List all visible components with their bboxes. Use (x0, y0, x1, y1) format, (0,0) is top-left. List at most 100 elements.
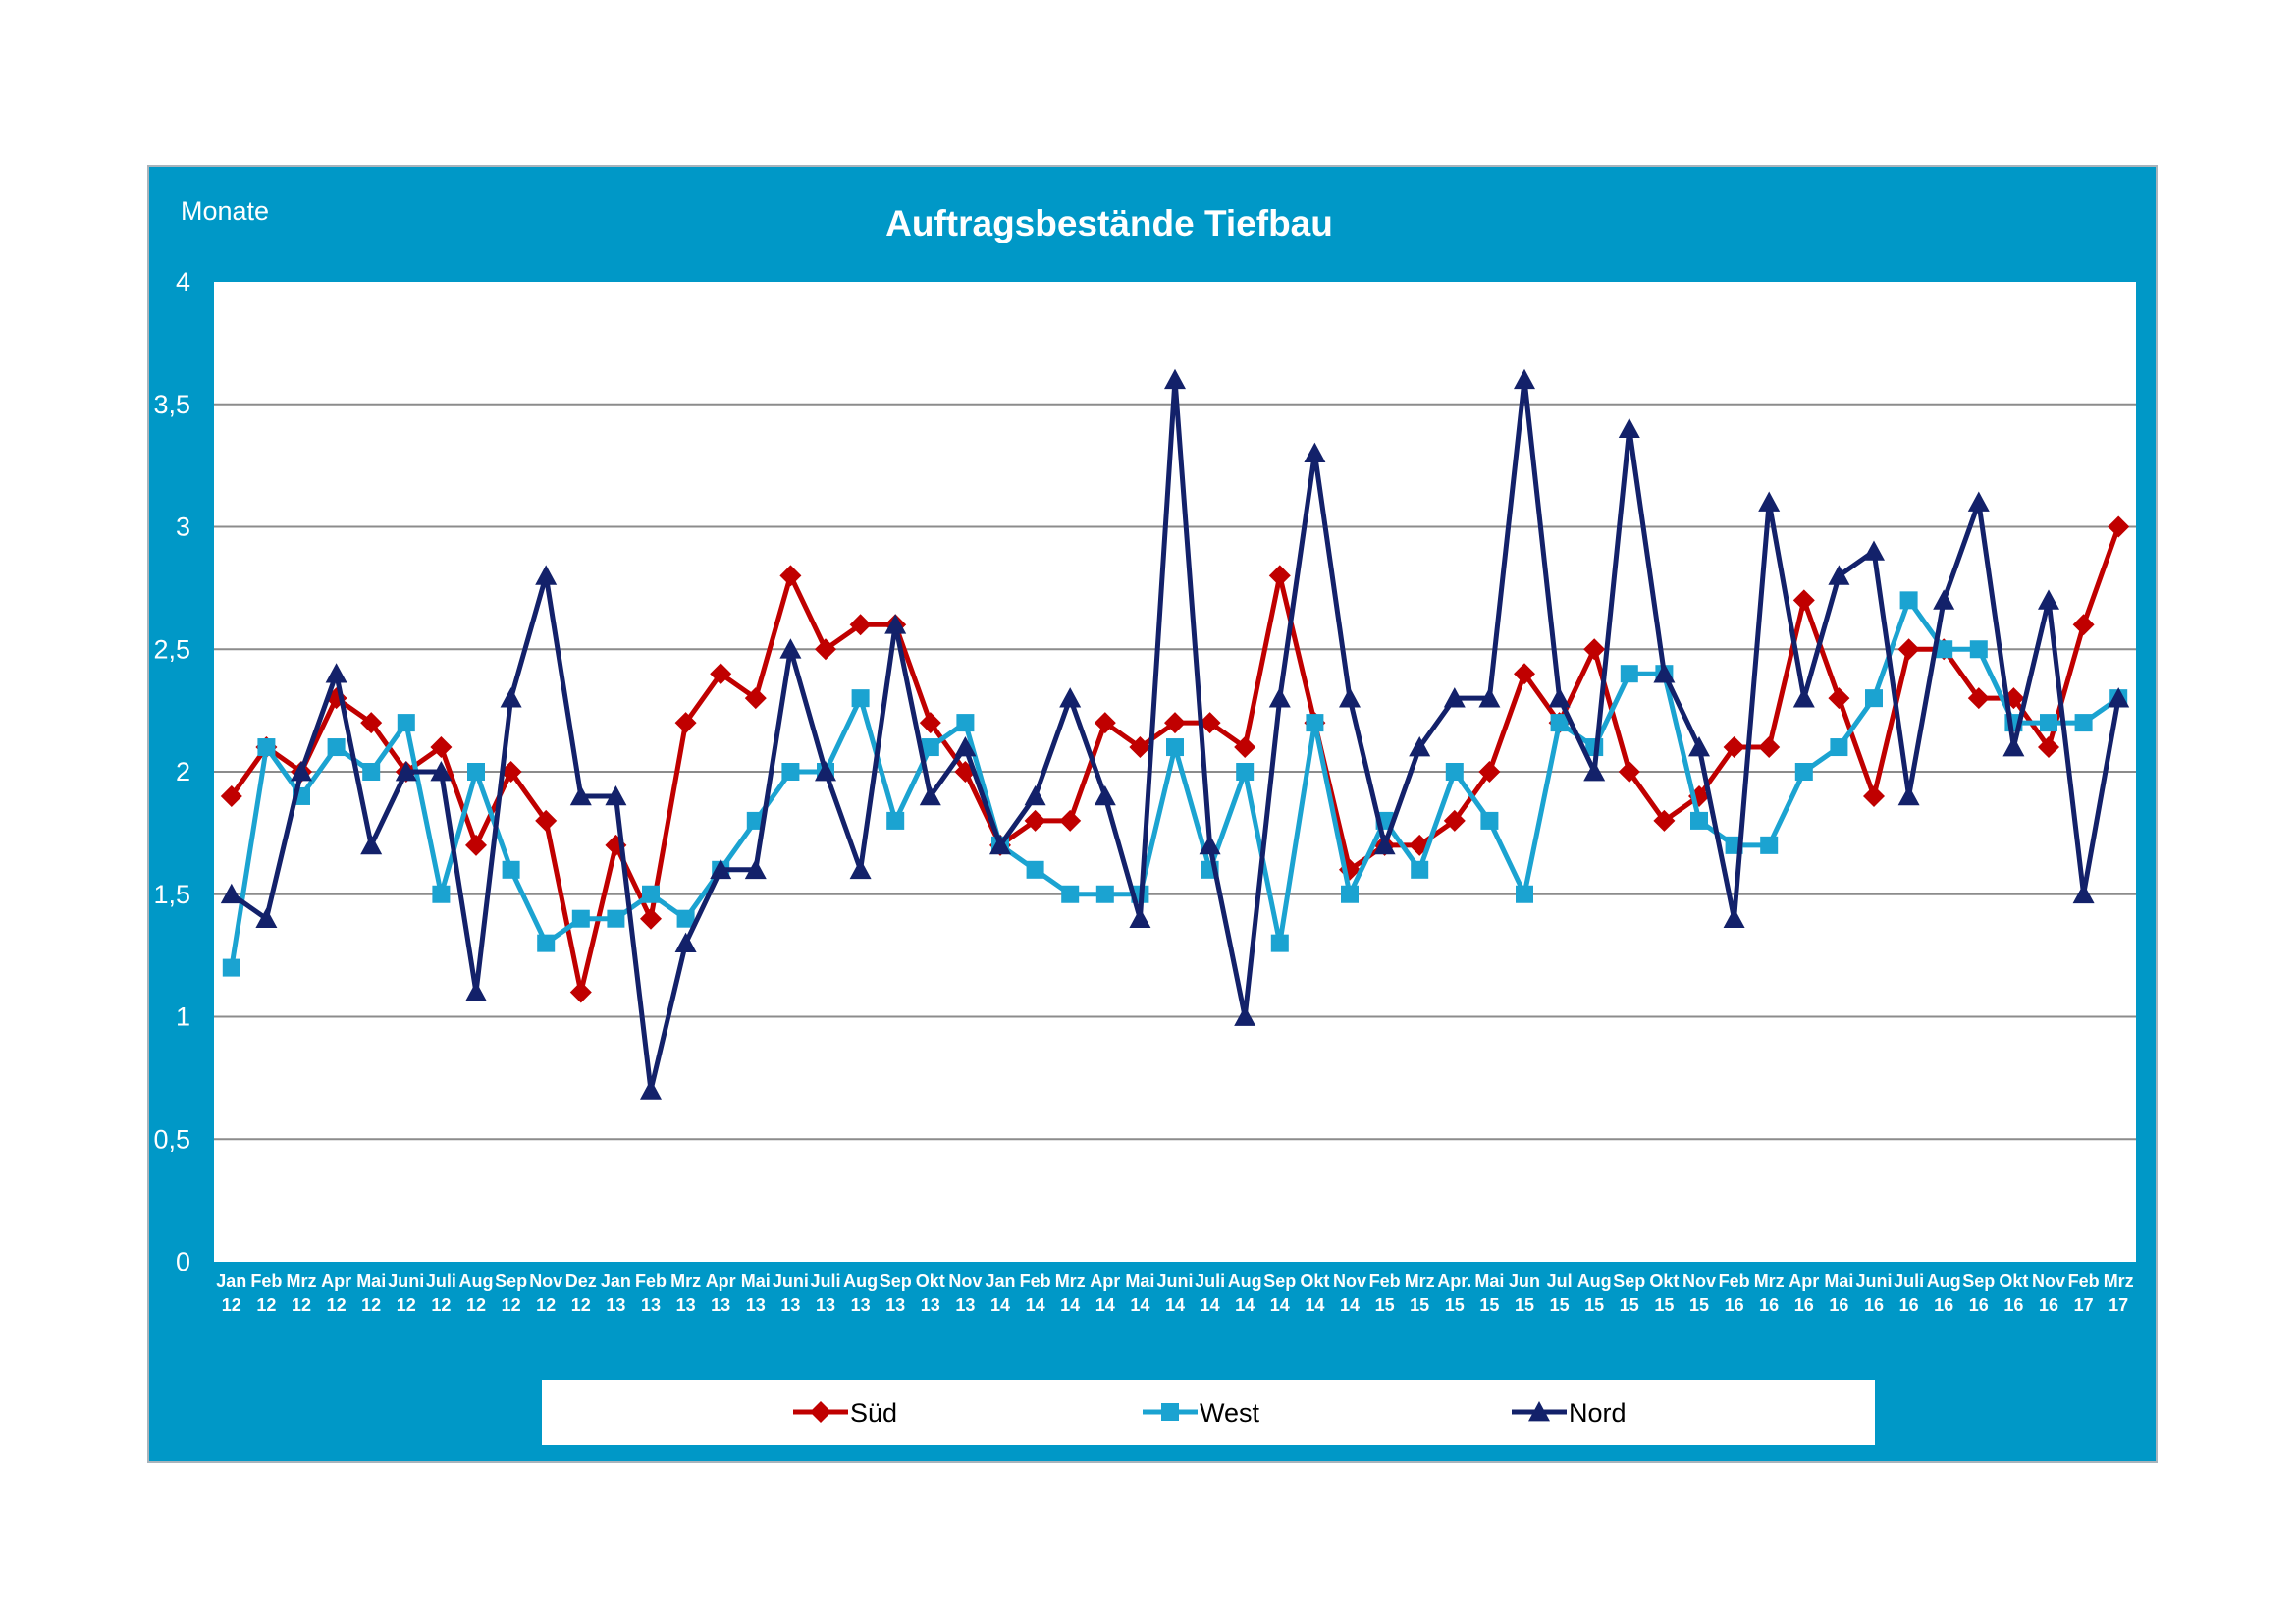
x-tick-label: 15 (1375, 1295, 1395, 1315)
legend-label: Süd (850, 1398, 897, 1428)
legend-entry: Nord (1512, 1398, 1627, 1428)
x-tick-label: Nov (529, 1271, 562, 1291)
x-tick-label: Nov (1333, 1271, 1366, 1291)
y-tick-label: 2 (176, 757, 190, 786)
x-tick-label: Mai (356, 1271, 386, 1291)
data-point (640, 907, 662, 930)
data-point (1339, 687, 1361, 708)
x-tick-label: 13 (780, 1295, 800, 1315)
data-point (1723, 736, 1745, 759)
data-point (1199, 834, 1221, 855)
data-point (467, 763, 485, 781)
x-tick-label: Feb (1719, 1271, 1750, 1291)
x-tick-label: 15 (1479, 1295, 1499, 1315)
x-tick-label: 15 (1620, 1295, 1639, 1315)
x-tick-label: Jan (985, 1271, 1015, 1291)
x-tick-label: 13 (921, 1295, 940, 1315)
data-point (325, 663, 347, 683)
data-point (989, 834, 1011, 855)
data-point (605, 784, 627, 806)
data-point (1341, 885, 1359, 903)
data-point (1583, 761, 1606, 782)
data-point (1828, 565, 1850, 585)
x-tick-label: 12 (502, 1295, 521, 1315)
y-tick-label: 4 (176, 267, 190, 297)
x-tick-label: Aug (843, 1271, 878, 1291)
data-point (1478, 761, 1501, 783)
x-tick-label: Feb (1020, 1271, 1051, 1291)
x-tick-label: 14 (990, 1295, 1010, 1315)
data-point (1897, 638, 1920, 661)
x-tick-label: Sep (1263, 1271, 1296, 1291)
data-point (430, 761, 453, 782)
data-point (2038, 736, 2059, 759)
x-tick-label: 13 (641, 1295, 661, 1315)
data-point (642, 885, 660, 903)
data-point (1306, 714, 1324, 732)
data-point (1620, 665, 1638, 683)
x-tick-label: Sep (1613, 1271, 1645, 1291)
x-tick-label: 16 (2039, 1295, 2058, 1315)
y-tick-label: 2,5 (153, 634, 190, 664)
x-tick-label: Jan (216, 1271, 246, 1291)
data-point (1304, 442, 1326, 462)
data-point (397, 714, 415, 732)
data-point (1760, 836, 1779, 854)
data-point (1828, 687, 1850, 710)
data-point (781, 763, 800, 781)
data-point (1445, 763, 1464, 781)
data-point (919, 712, 941, 734)
data-point (1061, 885, 1080, 903)
data-point (1723, 907, 1745, 929)
x-tick-label: 16 (1934, 1295, 1953, 1315)
data-point (465, 834, 487, 856)
data-point (220, 784, 242, 807)
data-point (1967, 687, 1990, 710)
x-tick-label: 14 (1201, 1295, 1220, 1315)
data-point (1758, 736, 1781, 759)
data-point (395, 761, 417, 782)
x-tick-label: Juni (1855, 1271, 1892, 1291)
x-tick-label: 15 (1550, 1295, 1570, 1315)
data-point (2040, 714, 2057, 732)
data-point (886, 811, 905, 830)
x-tick-label: Feb (2068, 1271, 2100, 1291)
data-point (2108, 687, 2130, 708)
data-point (1969, 640, 1988, 659)
data-point (956, 714, 975, 732)
data-point (1863, 540, 1885, 561)
data-point (537, 934, 556, 952)
x-tick-label: Mrz (1754, 1271, 1785, 1291)
data-point (1792, 589, 1815, 612)
data-point (1443, 687, 1466, 708)
data-point (535, 565, 558, 585)
x-tick-label: Mai (1824, 1271, 1853, 1291)
gridlines (214, 403, 2136, 1141)
x-tick-label: 13 (955, 1295, 975, 1315)
x-tick-label: Apr. (1437, 1271, 1471, 1291)
data-point (744, 687, 767, 710)
x-tick-label: 12 (466, 1295, 486, 1315)
data-point (220, 883, 242, 904)
data-point (1897, 784, 1920, 806)
x-tick-label: Juni (1156, 1271, 1193, 1291)
data-point (1234, 736, 1256, 759)
data-point (362, 763, 381, 781)
data-point (954, 736, 977, 757)
x-tick-label: Apr (1090, 1271, 1120, 1291)
x-tick-label: Apr (706, 1271, 736, 1291)
x-tick-label: 14 (1340, 1295, 1360, 1315)
chart-title: Auftragsbestände Tiefbau (885, 203, 1333, 243)
data-point (1865, 689, 1883, 708)
x-tick-label: Aug (1228, 1271, 1262, 1291)
x-tick-label: Mrz (2104, 1271, 2134, 1291)
data-point (1236, 763, 1255, 781)
x-tick-label: 12 (536, 1295, 556, 1315)
x-tick-label: 14 (1095, 1295, 1115, 1315)
data-point (2002, 736, 2025, 757)
x-tick-label: 12 (361, 1295, 381, 1315)
data-point (1792, 687, 1815, 708)
data-point (430, 736, 453, 759)
data-point (2038, 589, 2059, 610)
x-axis-ticks: Jan 12 Feb 12 Mrz 12 Apr 12 Mai 12 Juni 12 Juli 12 Aug… (216, 1271, 2133, 1315)
